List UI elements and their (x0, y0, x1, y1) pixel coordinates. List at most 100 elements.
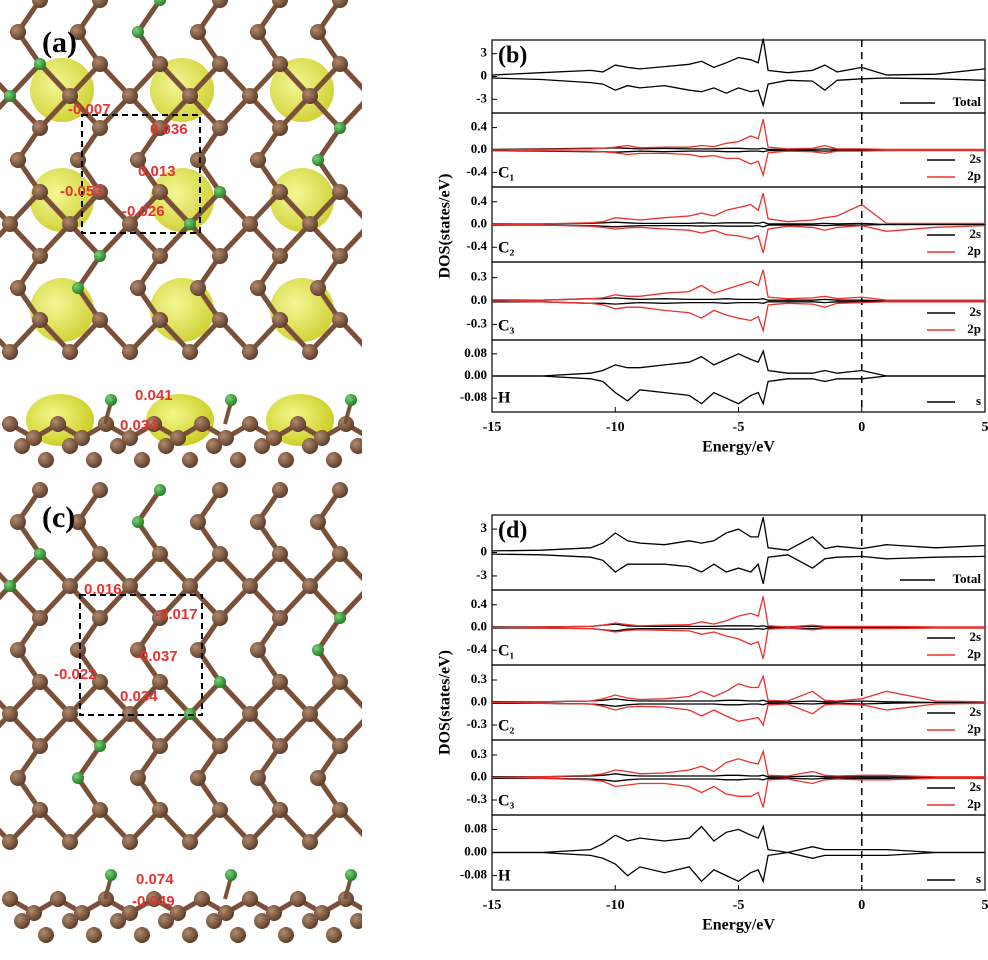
x-tick-label: -15 (483, 420, 502, 435)
carbon (350, 438, 366, 454)
carbon (152, 546, 168, 562)
dos-curve (492, 150, 985, 175)
y-tick-label: 0.3 (471, 269, 488, 284)
y-tick-label: -3 (476, 90, 487, 105)
carbon (272, 738, 288, 754)
carbon (332, 674, 348, 690)
bond (370, 96, 400, 128)
carbon (314, 430, 330, 446)
bond (378, 778, 400, 810)
x-axis-label: Energy/eV (702, 439, 775, 456)
hydrogen (312, 154, 324, 166)
charge-label: 0.016 (84, 581, 122, 598)
carbon (230, 452, 246, 468)
bond (370, 810, 400, 842)
carbon (392, 482, 408, 498)
x-tick-label: 5 (982, 420, 988, 435)
dos-curve (492, 827, 985, 853)
hydrogen (105, 394, 117, 406)
carbon (86, 927, 102, 943)
bond (370, 899, 394, 913)
bond (378, 618, 400, 650)
carbon (362, 905, 378, 921)
carbon (50, 416, 66, 432)
x-tick-label: 5 (982, 898, 988, 913)
bond (400, 810, 430, 842)
subplot-label: C₂ (498, 718, 515, 735)
carbon (182, 88, 198, 104)
carbon (182, 344, 198, 360)
bond (400, 224, 430, 256)
y-tick-label: 0.4 (471, 193, 488, 208)
bond (370, 586, 400, 618)
bond (370, 682, 400, 714)
carbon (370, 152, 386, 168)
carbon (134, 452, 150, 468)
carbon (38, 452, 54, 468)
x-tick-label: -15 (483, 898, 502, 913)
carbon (152, 56, 168, 72)
carbon (190, 770, 206, 786)
hydrogen (364, 836, 376, 848)
y-tick-label: 0.08 (464, 345, 487, 360)
bond (378, 128, 400, 160)
carbon (278, 927, 294, 943)
carbon (362, 706, 378, 722)
y-tick-label: 0.0 (471, 693, 487, 708)
carbon (430, 24, 446, 40)
dos-curve (492, 703, 985, 726)
carbon (190, 642, 206, 658)
carbon (392, 184, 408, 200)
y-tick-label: 0.00 (464, 843, 487, 858)
panel-label: (c) (42, 501, 75, 534)
hydrogen (214, 676, 226, 688)
hydrogen (132, 26, 144, 38)
carbon (212, 120, 228, 136)
carbon (212, 56, 228, 72)
carbon (350, 913, 366, 929)
subplot-label: C₃ (498, 318, 515, 335)
y-tick-label: 0.0 (471, 141, 487, 156)
dos-curve (492, 39, 985, 76)
structures: (a)-0.0070.0360.013-0.053-0.0260.0410.03… (0, 0, 446, 943)
y-tick-label: -0.4 (466, 238, 487, 253)
charge-label: -0.022 (54, 666, 97, 683)
carbon (250, 770, 266, 786)
y-tick-label: -0.4 (466, 163, 487, 178)
carbon (2, 834, 18, 850)
carbon (362, 578, 378, 594)
dos-curve (492, 853, 985, 882)
carbon (62, 216, 78, 232)
charge-label: 0.036 (150, 121, 188, 138)
carbon (2, 344, 18, 360)
carbon (130, 280, 146, 296)
carbon (430, 514, 446, 530)
carbon (70, 642, 86, 658)
charge-label: -0.037 (135, 648, 178, 665)
carbon (92, 482, 108, 498)
legend-label: Total (953, 571, 982, 586)
carbon (272, 184, 288, 200)
carbon (32, 248, 48, 264)
y-tick-label: 0.08 (464, 820, 487, 835)
carbon (326, 927, 342, 943)
carbon (272, 802, 288, 818)
carbon (242, 88, 258, 104)
bond (370, 554, 400, 586)
legend-label: s (976, 393, 981, 408)
carbon (62, 578, 78, 594)
carbon (422, 706, 438, 722)
carbon (218, 430, 234, 446)
y-tick-label: 0.0 (471, 215, 487, 230)
dos-curve (492, 78, 985, 105)
carbon (152, 802, 168, 818)
carbon (2, 706, 18, 722)
charge-label: -0.049 (132, 893, 175, 910)
carbon (332, 248, 348, 264)
hydrogen (34, 548, 46, 560)
carbon (182, 927, 198, 943)
charge-label: -0.026 (122, 203, 165, 220)
carbon (92, 610, 108, 626)
carbon (152, 184, 168, 200)
carbon (190, 280, 206, 296)
